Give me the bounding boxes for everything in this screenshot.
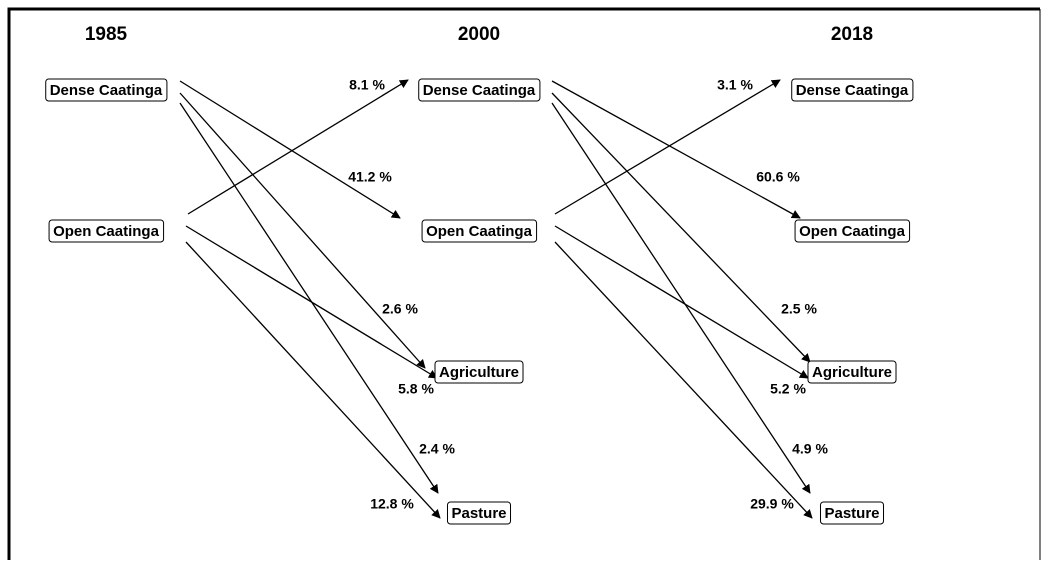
transition-arrow [179,92,426,369]
transition-label: 3.1 % [717,77,753,93]
node-label: Pasture [451,505,506,522]
transition-arrow [185,225,438,379]
frame [7,7,1040,560]
node-label: Pasture [824,505,879,522]
transition-arrow [551,92,811,363]
transition-label: 5.2 % [770,381,806,397]
year-label: 1985 [85,24,128,45]
node-label: Agriculture [812,364,892,381]
node-label: Open Caatinga [426,223,533,240]
transition-arrow [554,79,781,215]
node-label: Open Caatinga [799,223,906,240]
node-label: Dense Caatinga [423,82,536,99]
transition-arrow [179,102,439,494]
node-label: Open Caatinga [53,223,160,240]
transition-arrow [554,241,813,519]
transition-arrow [554,225,809,379]
transition-label: 2.5 % [781,301,817,317]
transition-arrow [179,80,401,219]
transition-label: 60.6 % [756,169,800,185]
transition-label: 2.4 % [419,441,455,457]
year-label: 2018 [831,24,873,45]
transition-arrow [551,102,811,494]
node-box [446,501,512,525]
node-box [794,219,911,243]
node-label: Dense Caatinga [50,82,163,99]
node-box [819,501,885,525]
node-box [45,78,168,102]
node-label: Agriculture [439,364,519,381]
transition-arrow [187,79,409,215]
transition-label: 29.9 % [750,496,794,512]
transition-label: 41.2 % [348,169,392,185]
node-box [434,360,524,384]
transition-label: 4.9 % [792,441,828,457]
node-box [421,219,538,243]
transition-label: 12.8 % [370,496,414,512]
node-label: Dense Caatinga [796,82,909,99]
transition-label: 2.6 % [382,301,418,317]
year-label: 2000 [458,24,500,45]
node-box [48,219,165,243]
transition-arrow [551,80,801,219]
transition-label: 5.8 % [398,381,434,397]
transition-arrow [185,241,441,519]
transition-label: 8.1 % [349,77,385,93]
node-box [791,78,914,102]
node-box [418,78,541,102]
node-box [807,360,897,384]
